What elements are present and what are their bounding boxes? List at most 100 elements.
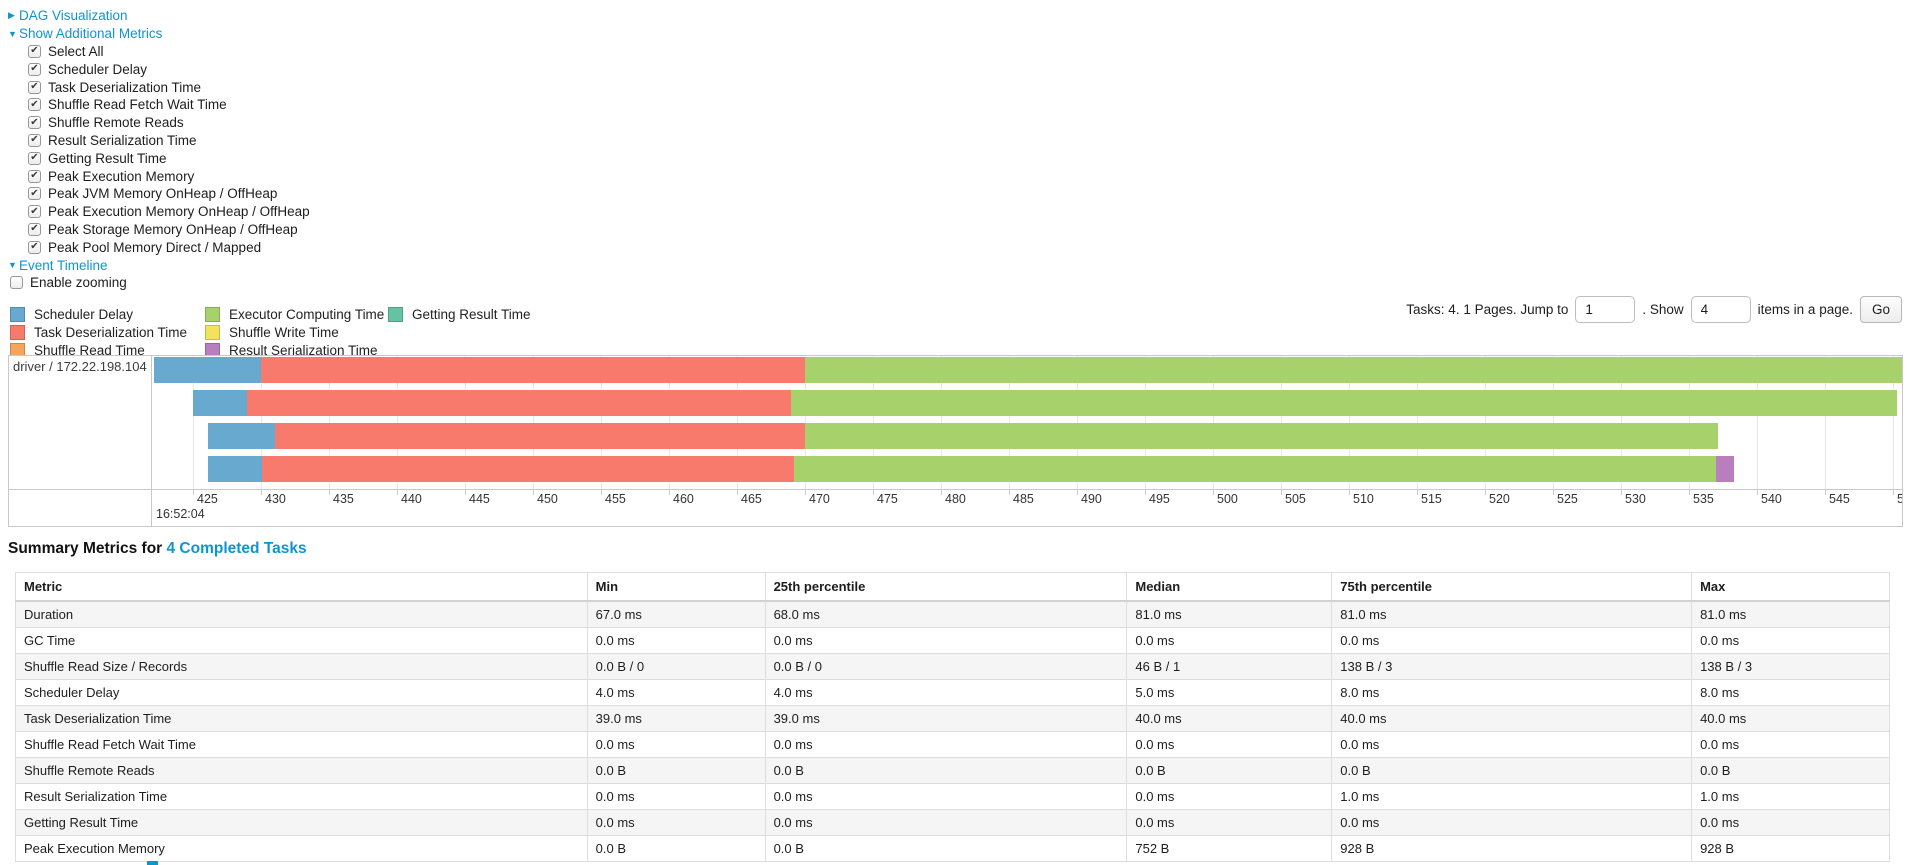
legend-item: Scheduler Delay [10, 306, 187, 324]
column-header-metric: Metric [15, 572, 588, 602]
task-bar-segment-executor-computing[interactable] [791, 390, 1898, 416]
metric-checkbox-shuffle-read-fetch-wait-time[interactable]: ✔ [28, 98, 41, 112]
metric-checkbox-peak-execution-memory[interactable]: ✔ [28, 169, 41, 183]
task-bar-segment-result-serialization[interactable] [1716, 456, 1734, 482]
metric-checkbox-getting-result-time[interactable]: ✔ [28, 151, 41, 165]
items-per-page-input[interactable] [1690, 296, 1751, 323]
timeline-tick-label: 525 [1557, 492, 1578, 506]
dag-visualization-toggle[interactable]: ▶ DAG Visualization [6, 8, 128, 23]
timeline-tick-label: 455 [605, 492, 626, 506]
task-bar-segment-executor-computing[interactable] [805, 423, 1718, 449]
timeline-gridline [805, 356, 806, 489]
enable-zooming-checkbox[interactable] [10, 276, 23, 290]
task-bar-segment-executor-computing[interactable] [805, 357, 1902, 383]
jump-to-page-input[interactable] [1575, 296, 1636, 323]
task-bar-segment-task-deserialization[interactable] [261, 357, 805, 383]
column-header-median: Median [1126, 572, 1333, 602]
enable-zooming-label: Enable zooming [30, 275, 127, 291]
metric-checkbox-select-all[interactable]: ✔ [28, 44, 41, 58]
timeline-tick [1145, 490, 1146, 495]
timeline-gridline [1281, 356, 1282, 489]
metric-checkbox-label: Peak JVM Memory OnHeap / OffHeap [48, 186, 278, 202]
timeline-tick [329, 490, 330, 495]
metric-value-cell: 1.0 ms [1691, 783, 1890, 810]
metric-name-cell: Shuffle Read Size / Records [15, 653, 588, 680]
metric-checkbox-peak-storage-memory-onheap-offheap[interactable]: ✔ [28, 222, 41, 236]
legend-label: Result Serialization Time [229, 342, 378, 358]
task-bar-segment-task-deserialization[interactable] [274, 423, 805, 449]
metric-value-cell: 0.0 B [764, 835, 1128, 862]
metric-checkbox-row: ✔ Shuffle Read Fetch Wait Time [6, 96, 310, 114]
metric-checkbox-result-serialization-time[interactable]: ✔ [28, 133, 41, 147]
timeline-tick-label: 440 [401, 492, 422, 506]
metric-value-cell: 0.0 B [586, 835, 766, 862]
timeline-gridline [1825, 356, 1826, 489]
timeline-tick [1281, 490, 1282, 495]
metric-value-cell: 0.0 B [1331, 757, 1693, 784]
task-bar-segment-scheduler-delay[interactable] [207, 423, 275, 449]
timeline-tick-label: 490 [1081, 492, 1102, 506]
timeline-gridline [193, 356, 194, 489]
metric-checkbox-peak-execution-memory-onheap-offheap[interactable]: ✔ [28, 205, 41, 219]
timeline-time-label: 16:52:04 [156, 507, 205, 521]
metric-value-cell: 0.0 ms [1126, 627, 1333, 654]
collapsed-arrow-icon: ▶ [8, 10, 15, 21]
tasks-count-text: Tasks: 4. 1 Pages. Jump to [1406, 302, 1569, 317]
summary-table-header: Metric Min 25th percentile Median 75th perce… [15, 572, 1890, 602]
show-additional-metrics-toggle[interactable]: ▼ Show Additional Metrics [6, 26, 162, 41]
metric-checkbox-label: Peak Execution Memory [48, 168, 195, 184]
metric-value-cell: 81.0 ms [1691, 600, 1890, 628]
timeline-tick-label: 510 [1353, 492, 1374, 506]
event-timeline-toggle[interactable]: ▼ Event Timeline [6, 258, 108, 273]
column-header-min: Min [586, 572, 766, 602]
metric-value-cell: 0.0 ms [586, 809, 766, 836]
metric-name-cell: Peak Execution Memory [15, 835, 588, 862]
legend-swatch-task-deserialization-time [10, 325, 25, 341]
legend-column: Getting Result Time [388, 306, 531, 324]
column-header-75th-percentile: 75th percentile [1331, 572, 1693, 602]
legend-item: Executor Computing Time [205, 306, 384, 324]
metric-checkbox-shuffle-remote-reads[interactable]: ✔ [28, 116, 41, 130]
legend-label: Shuffle Write Time [229, 325, 339, 341]
timeline-tick-label: 475 [877, 492, 898, 506]
legend-swatch-scheduler-delay [10, 307, 25, 323]
metric-value-cell: 5.0 ms [1126, 679, 1333, 706]
timeline-tick-label: 535 [1693, 492, 1714, 506]
stage-controls: ▶ DAG Visualization ▼ Show Additional Metr… [6, 7, 310, 292]
metric-value-cell: 81.0 ms [1126, 600, 1333, 628]
task-bar-segment-scheduler-delay[interactable] [207, 456, 263, 482]
legend-column: Scheduler Delay Task Deserialization Time… [10, 306, 187, 359]
metric-value-cell: 0.0 B [1691, 757, 1890, 784]
legend-item: Shuffle Write Time [205, 324, 384, 342]
task-bar-segment-scheduler-delay[interactable] [153, 357, 261, 383]
metric-checkbox-label: Shuffle Read Fetch Wait Time [48, 97, 227, 113]
timeline-gridline [1757, 356, 1758, 489]
metric-name-cell: Shuffle Read Fetch Wait Time [15, 731, 588, 758]
table-row: Shuffle Remote Reads 0.0 B 0.0 B 0.0 B 0.0 B… [15, 757, 1890, 784]
task-bar-segment-executor-computing[interactable] [794, 456, 1717, 482]
table-row: Shuffle Read Fetch Wait Time 0.0 ms 0.0 ms… [15, 731, 1890, 758]
task-bar-segment-task-deserialization[interactable] [247, 390, 792, 416]
metric-value-cell: 0.0 ms [1691, 627, 1890, 654]
timeline-gridline [737, 356, 738, 489]
timeline-tick [1349, 490, 1350, 495]
metric-checkbox-peak-jvm-memory-onheap-offheap[interactable]: ✔ [28, 187, 41, 201]
column-header-25th-percentile: 25th percentile [764, 572, 1128, 602]
metric-checkbox-peak-pool-memory-direct-mapped[interactable]: ✔ [28, 240, 41, 254]
metric-value-cell: 4.0 ms [586, 679, 766, 706]
go-button[interactable]: Go [1859, 296, 1902, 323]
metric-checkbox-task-deserialization-time[interactable]: ✔ [28, 80, 41, 94]
metric-name-cell: Scheduler Delay [15, 679, 588, 706]
metric-checkbox-scheduler-delay[interactable]: ✔ [28, 62, 41, 76]
completed-tasks-link[interactable]: 4 Completed Tasks [166, 540, 307, 557]
task-bar-segment-task-deserialization[interactable] [262, 456, 795, 482]
summary-metrics-heading: Summary Metrics for 4 Completed Tasks [8, 540, 307, 558]
metric-value-cell: 0.0 ms [1126, 783, 1333, 810]
timeline-tick [1485, 490, 1486, 495]
task-bar-segment-scheduler-delay[interactable] [193, 390, 248, 416]
timeline-gridline [873, 356, 874, 489]
metric-value-cell: 0.0 ms [1691, 809, 1890, 836]
metric-value-cell: 0.0 ms [1126, 731, 1333, 758]
metric-value-cell: 928 B [1331, 835, 1693, 862]
